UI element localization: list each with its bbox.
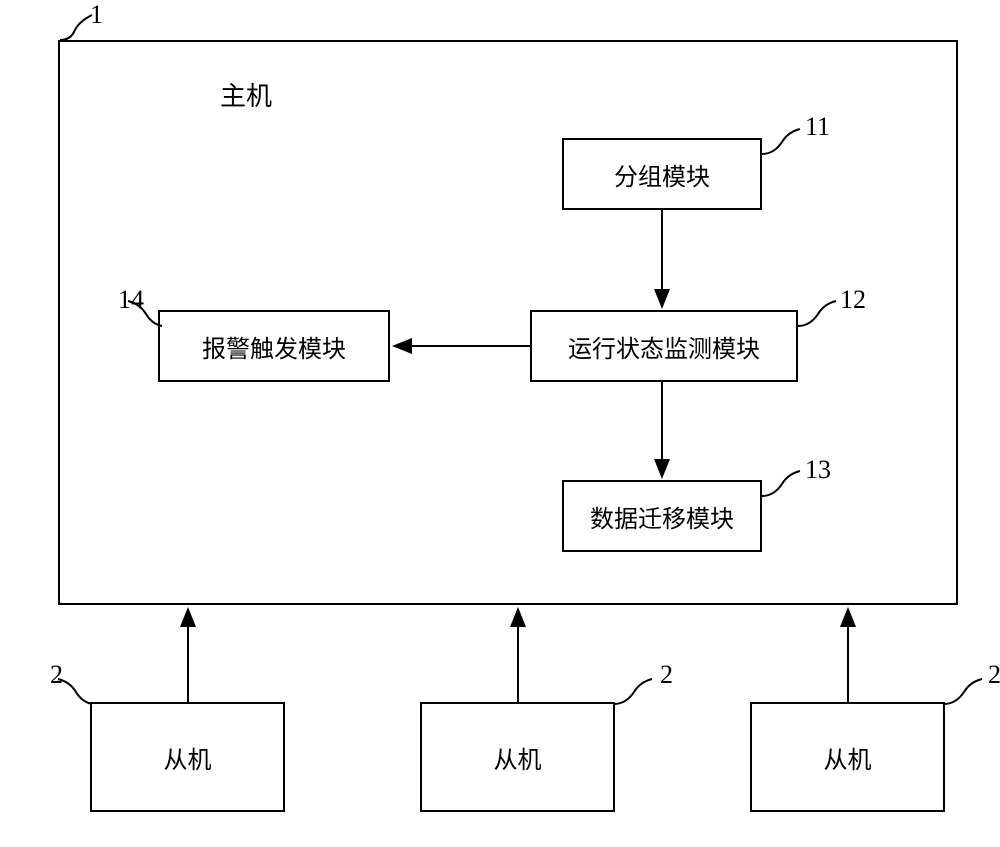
grouping-module-box: 分组模块 [562,138,762,210]
label-11: 11 [805,112,830,142]
label-12: 12 [840,285,866,315]
monitoring-module-text: 运行状态监测模块 [568,329,760,364]
monitoring-module-box: 运行状态监测模块 [530,310,798,382]
slave-box-2: 从机 [420,702,615,812]
slave-label-1: 2 [50,660,63,690]
grouping-module-text: 分组模块 [614,157,710,192]
alarm-module-text: 报警触发模块 [202,329,346,364]
label-14: 14 [118,285,144,315]
slave-box-1: 从机 [90,702,285,812]
alarm-module-box: 报警触发模块 [158,310,390,382]
slave-text-1: 从机 [164,740,212,775]
host-title: 主机 [220,76,272,113]
migration-module-box: 数据迁移模块 [562,480,762,552]
diagram-root: 主机 1 分组模块 11 运行状态监测模块 12 数据迁移模块 13 报警触发模… [0,0,1000,847]
slave-label-2: 2 [660,660,673,690]
slave-text-2: 从机 [494,740,542,775]
host-outer-label: 1 [90,0,103,30]
slave-label-3: 2 [988,660,1000,690]
slave-text-3: 从机 [824,740,872,775]
label-13: 13 [805,455,831,485]
slave-box-3: 从机 [750,702,945,812]
migration-module-text: 数据迁移模块 [590,499,734,534]
